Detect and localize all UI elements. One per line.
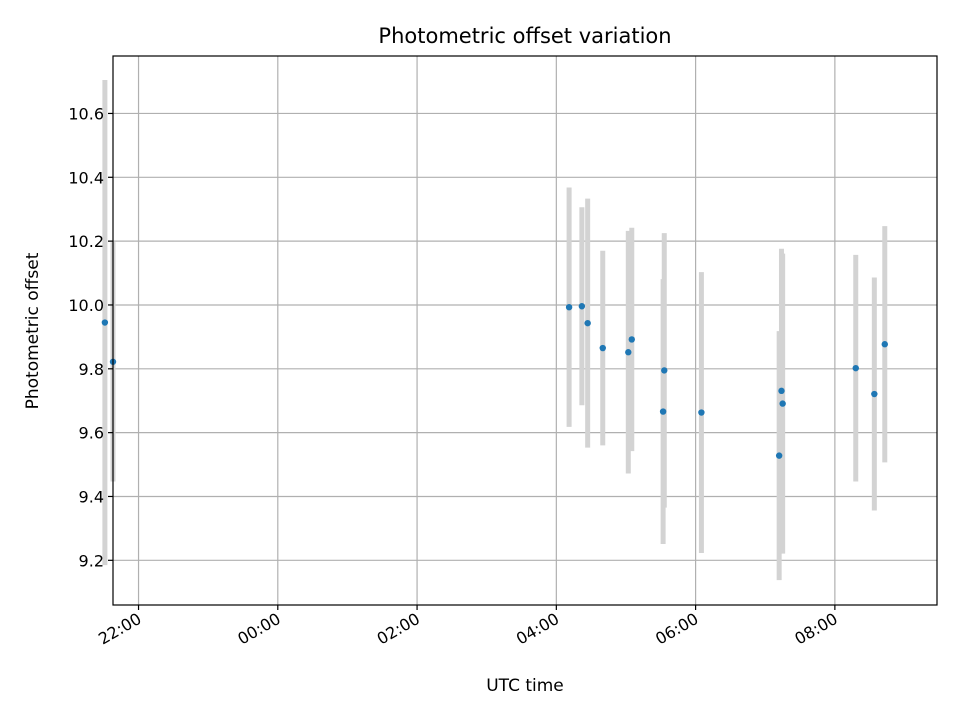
data-point — [852, 364, 859, 372]
data-point — [628, 336, 635, 343]
data-point — [565, 303, 573, 311]
y-axis-ticks: 9.2 9.4 9.6 9.8 10.0 10.2 10.4 10.6 — [68, 104, 113, 570]
data-point — [584, 319, 591, 327]
data-point — [779, 400, 786, 407]
y-tick-label: 10.4 — [68, 168, 104, 187]
data-point — [625, 349, 632, 356]
chart-title: Photometric offset variation — [378, 24, 671, 48]
data-point — [599, 344, 606, 352]
data-point — [881, 341, 888, 348]
data-point — [871, 390, 878, 398]
data-point — [101, 319, 109, 326]
data-point — [659, 408, 667, 415]
data-point — [698, 409, 705, 416]
y-tick-label: 10.6 — [68, 104, 104, 123]
y-tick-label: 9.8 — [79, 360, 104, 379]
y-tick-label: 9.2 — [79, 551, 104, 570]
y-tick-label: 9.6 — [79, 424, 104, 443]
data-point — [578, 303, 586, 310]
y-tick-label: 9.4 — [79, 487, 104, 506]
grid-lines — [113, 56, 937, 605]
y-axis-label: Photometric offset — [23, 252, 43, 409]
x-axis-label: UTC time — [486, 676, 564, 696]
data-point — [775, 452, 783, 459]
data-point — [661, 367, 668, 374]
plot-frame — [112, 55, 938, 606]
y-tick-label: 10.2 — [68, 232, 104, 251]
data-point — [778, 387, 785, 395]
data-points — [101, 303, 888, 459]
y-tick-label: 10.0 — [68, 296, 104, 315]
